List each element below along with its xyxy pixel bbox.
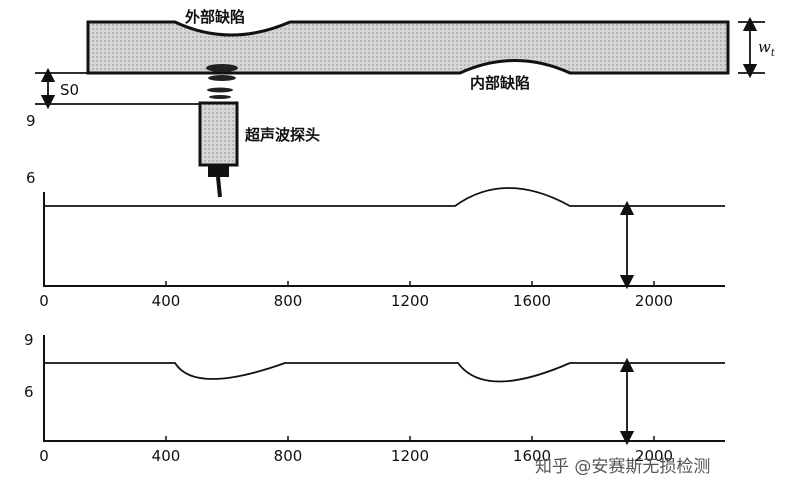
x-tick-label: 800 [274,447,303,465]
side-label: 9 [26,112,36,130]
x-tick-label: 1200 [391,292,429,310]
y-label: 6 [26,169,36,187]
watermark: 知乎 @安赛斯无损检测 [535,456,710,477]
x-tick-label: 800 [274,292,303,310]
axis [43,335,725,442]
x-tick-label: 1200 [391,447,429,465]
x-tick-label: 2000 [635,447,673,465]
outer-defect-label: 外部缺陷 [184,8,245,26]
probe-label: 超声波探头 [244,126,320,144]
offset-label: S0 [60,81,79,99]
y-label: 6 [24,383,34,401]
x-tick-label: 400 [152,447,181,465]
probe-connector [208,165,229,177]
probe [198,101,239,167]
x-ticks: 0 400 800 1200 1600 2000 [39,436,673,465]
thickness-label: wt [758,38,776,59]
x-tick-label: 0 [39,447,49,465]
x-ticks: 0 400 800 1200 1600 2000 [39,281,673,310]
x-tick-label: 1600 [513,292,551,310]
x-tick-label: 2000 [635,292,673,310]
y-label: 9 [24,331,34,349]
x-tick-label: 400 [152,292,181,310]
x-tick-label: 0 [39,292,49,310]
sound-waves [206,64,238,99]
thickness-profile [44,187,725,207]
thickness-profile [44,362,725,383]
pipe-wall [86,20,730,75]
inner-defect-label: 内部缺陷 [470,74,530,92]
x-tick-label: 1600 [513,447,551,465]
probe-cable [216,176,222,198]
